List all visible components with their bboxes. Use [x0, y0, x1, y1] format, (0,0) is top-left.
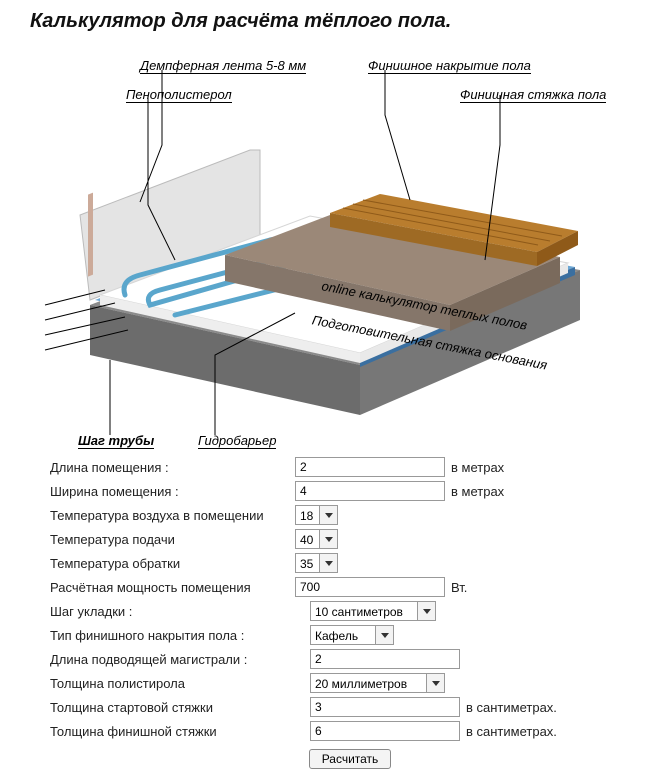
chevron-down-icon [319, 554, 337, 572]
label-start-screed: Толщина стартовой стяжки [50, 700, 310, 715]
diagram-label-damper: Демпферная лента 5-8 мм [140, 58, 306, 74]
row-cover-type: Тип финишного накрытия пола : Кафель [50, 623, 650, 647]
label-return-temp: Температура обратки [50, 556, 295, 571]
input-room-length[interactable] [295, 457, 445, 477]
label-step: Шаг укладки : [50, 604, 310, 619]
label-poly-thick: Толщина полистирола [50, 676, 310, 691]
input-start-screed[interactable] [310, 697, 460, 717]
unit-start-screed: в сантиметрах. [466, 700, 557, 715]
chevron-down-icon [375, 626, 393, 644]
calculator-form: Длина помещения : в метрах Ширина помеще… [0, 455, 650, 783]
input-fin-screed[interactable] [310, 721, 460, 741]
chevron-down-icon [426, 674, 444, 692]
row-fin-screed: Толщина финишной стяжки в сантиметрах. [50, 719, 650, 743]
label-power: Расчётная мощность помещения [50, 580, 295, 595]
row-air-temp: Температура воздуха в помещении 18 [50, 503, 650, 527]
label-room-length: Длина помещения : [50, 460, 295, 475]
diagram-label-pipe-step: Шаг трубы [78, 433, 154, 449]
floor-diagram: Демпферная лента 5-8 мм Пенополистерол Ф… [40, 45, 630, 445]
page-title: Калькулятор для расчёта тёплого пола. [0, 0, 650, 41]
select-step[interactable]: 10 сантиметров [310, 601, 436, 621]
diagram-label-finish-cover: Финишное накрытие пола [368, 58, 531, 74]
row-supply-temp: Температура подачи 40 [50, 527, 650, 551]
label-room-width: Ширина помещения : [50, 484, 295, 499]
label-main-length: Длина подводящей магистрали : [50, 652, 310, 667]
calculate-button[interactable]: Расчитать [309, 749, 392, 769]
row-room-width: Ширина помещения : в метрах [50, 479, 650, 503]
diagram-label-hydro: Гидробарьер [198, 433, 276, 449]
diagram-label-finish-screed: Финишная стяжка пола [460, 87, 606, 103]
select-return-temp[interactable]: 35 [295, 553, 338, 573]
row-room-length: Длина помещения : в метрах [50, 455, 650, 479]
select-supply-temp[interactable]: 40 [295, 529, 338, 549]
row-return-temp: Температура обратки 35 [50, 551, 650, 575]
select-cover-type[interactable]: Кафель [310, 625, 394, 645]
row-poly-thick: Толщина полистирола 20 миллиметров [50, 671, 650, 695]
unit-fin-screed: в сантиметрах. [466, 724, 557, 739]
row-main-length: Длина подводящей магистрали : [50, 647, 650, 671]
unit-power: Вт. [451, 580, 467, 595]
chevron-down-icon [319, 530, 337, 548]
chevron-down-icon [417, 602, 435, 620]
select-poly-thick[interactable]: 20 миллиметров [310, 673, 445, 693]
input-main-length[interactable] [310, 649, 460, 669]
unit-room-width: в метрах [451, 484, 504, 499]
label-fin-screed: Толщина финишной стяжки [50, 724, 310, 739]
label-cover-type: Тип финишного накрытия пола : [50, 628, 310, 643]
label-supply-temp: Температура подачи [50, 532, 295, 547]
input-room-width[interactable] [295, 481, 445, 501]
diagram-label-polystyrene: Пенополистерол [126, 87, 232, 103]
row-step: Шаг укладки : 10 сантиметров [50, 599, 650, 623]
label-air-temp: Температура воздуха в помещении [50, 508, 295, 523]
select-air-temp[interactable]: 18 [295, 505, 338, 525]
row-power: Расчётная мощность помещения Вт. [50, 575, 650, 599]
input-power[interactable] [295, 577, 445, 597]
unit-room-length: в метрах [451, 460, 504, 475]
row-start-screed: Толщина стартовой стяжки в сантиметрах. [50, 695, 650, 719]
chevron-down-icon [319, 506, 337, 524]
